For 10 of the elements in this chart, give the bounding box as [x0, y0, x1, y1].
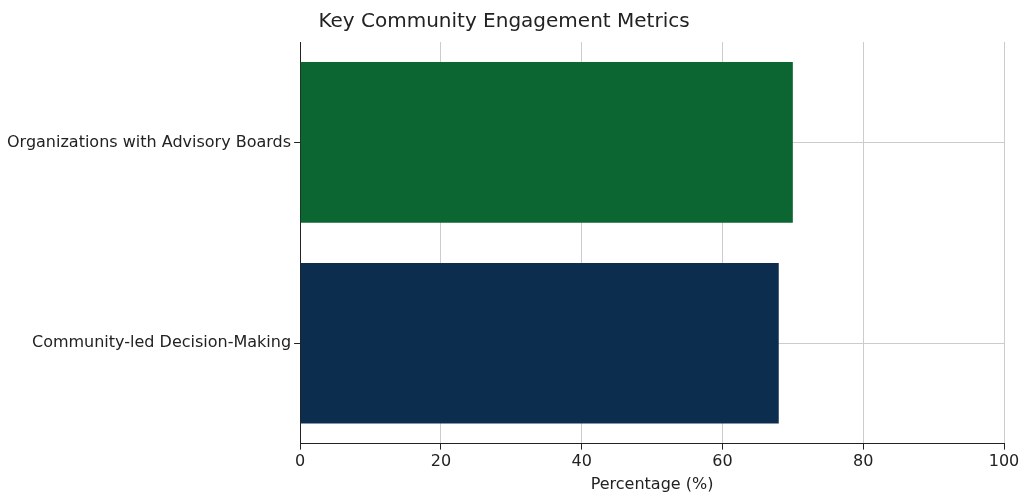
x-tick-label: 20	[430, 451, 452, 471]
y-tick-label: Organizations with Advisory Boards	[7, 131, 292, 151]
x-tick-label: 0	[295, 451, 306, 471]
y-tick-label: Community-led Decision-Making	[31, 332, 292, 352]
x-tick-label: 100	[988, 451, 1020, 471]
x-axis-title: Percentage (%)	[590, 473, 714, 493]
chart-title: Key Community Engagement Metrics	[318, 8, 690, 33]
x-tick-label: 40	[571, 451, 592, 471]
x-tick-label: 60	[712, 451, 733, 471]
x-tick-label: 80	[853, 451, 874, 471]
